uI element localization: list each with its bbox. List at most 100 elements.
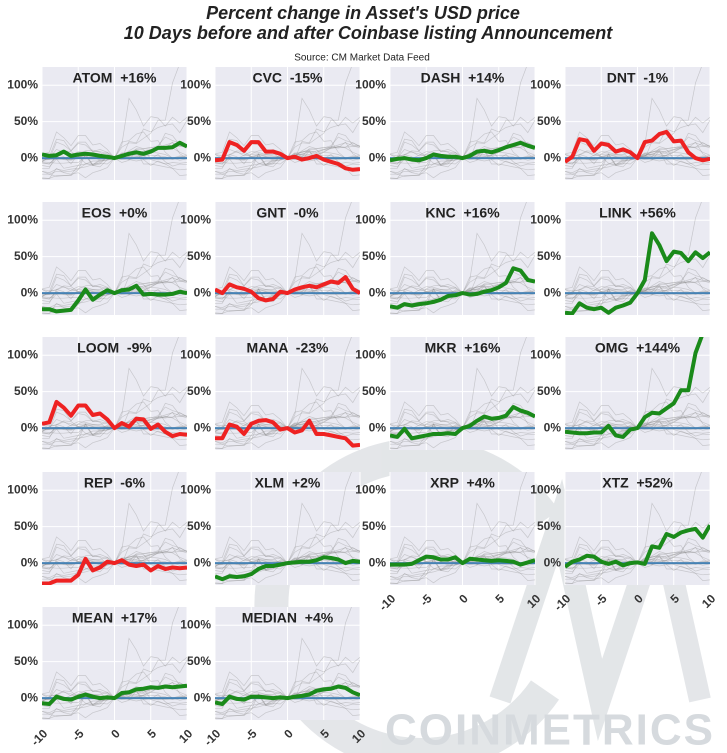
y-tick-label: 100% — [7, 347, 38, 361]
panel: 0% 50% 100% LOOM -9% — [7, 337, 188, 450]
y-tick-label: 100% — [180, 77, 211, 91]
y-tick-label: 100% — [7, 77, 38, 91]
panel-title: MKR +16% — [425, 340, 501, 356]
x-tick-label: -5 — [69, 726, 87, 744]
series-line — [215, 555, 360, 582]
x-tick-label: -10 — [376, 591, 398, 613]
y-tick-label: 0% — [194, 555, 212, 569]
panel: 0% 50% 100% GNT -0% — [180, 202, 361, 315]
y-tick-label: 0% — [21, 150, 39, 164]
panel: 0% 50% 100% XLM +2% — [180, 472, 361, 585]
plot-area — [42, 472, 187, 585]
panel-title: MANA -23% — [247, 340, 329, 356]
plot-area — [565, 67, 710, 179]
series-line — [42, 683, 187, 706]
y-tick-label: 50% — [537, 114, 561, 128]
x-tick-label: 0 — [281, 726, 296, 741]
y-tick-label: 0% — [194, 150, 212, 164]
plot-area — [565, 202, 710, 315]
y-tick-label: 0% — [21, 285, 39, 299]
x-tick-label: 0 — [456, 591, 471, 606]
panel-title: GNT -0% — [256, 205, 319, 221]
y-tick-label: 0% — [21, 690, 39, 704]
y-tick-label: 0% — [369, 285, 387, 299]
y-tick-label: 0% — [544, 285, 562, 299]
y-tick-label: 0% — [194, 285, 212, 299]
panel-title: LINK +56% — [599, 205, 676, 221]
y-tick-label: 100% — [7, 617, 38, 631]
y-tick-label: 0% — [544, 420, 562, 434]
panel-title: ATOM +16% — [73, 70, 157, 86]
series-line — [42, 283, 187, 314]
x-tick-label: -5 — [417, 591, 435, 609]
panel-title: XRP +4% — [430, 475, 495, 491]
plot-area — [42, 67, 187, 179]
panel-title: LOOM -9% — [77, 340, 152, 356]
y-tick-label: 100% — [355, 347, 386, 361]
y-tick-label: 50% — [362, 384, 386, 398]
panel-title: EOS +0% — [82, 205, 148, 221]
series-line — [215, 275, 360, 303]
y-tick-label: 50% — [187, 519, 211, 533]
series-line — [390, 266, 535, 310]
series-line — [42, 399, 187, 439]
y-tick-label: 50% — [14, 114, 38, 128]
y-tick-label: 50% — [537, 249, 561, 263]
series-line — [565, 524, 710, 569]
y-tick-label: 100% — [530, 77, 561, 91]
plot-area — [215, 607, 360, 719]
y-tick-label: 100% — [7, 212, 38, 226]
y-tick-label: 0% — [21, 420, 39, 434]
panel: 0% 50% 100% DASH +14% — [355, 67, 536, 180]
plot-area — [42, 337, 187, 449]
plot-area — [565, 472, 710, 584]
panel-title: REP -6% — [84, 475, 146, 491]
series-line — [42, 140, 187, 161]
y-tick-label: 50% — [187, 249, 211, 263]
panel: 0% 50% 100% CVC -15% — [180, 67, 361, 180]
series-line — [565, 231, 710, 315]
panel: 0% 50% 100% DNT -1% — [530, 67, 711, 180]
series-line — [390, 140, 535, 163]
y-tick-label: 100% — [180, 212, 211, 226]
y-tick-label: 50% — [14, 384, 38, 398]
plot-area — [215, 337, 360, 449]
y-tick-label: 100% — [180, 482, 211, 496]
plot-area — [215, 472, 360, 584]
panel-title: DNT -1% — [607, 70, 669, 86]
x-tick-label: 10 — [699, 591, 719, 611]
panel-title: MEDIAN +4% — [242, 610, 334, 626]
panel-title: DASH +14% — [421, 70, 505, 86]
chart-title: Percent change in Asset's USD price — [206, 3, 520, 23]
y-tick-label: 0% — [21, 555, 39, 569]
y-tick-label: 100% — [530, 212, 561, 226]
series-line — [390, 554, 535, 567]
x-tick-label: 0 — [108, 726, 123, 741]
panel: 0% 50% 100% -10 -5 0 5 10 MEAN +17% — [7, 607, 196, 749]
y-tick-label: 0% — [369, 150, 387, 164]
source: Source: CM Market Data Feed — [294, 53, 430, 64]
panel-title: XTZ +52% — [602, 475, 673, 491]
panel-title: KNC +16% — [425, 205, 500, 221]
panel-title: XLM +2% — [255, 475, 321, 491]
panel: 0% 50% 100% REP -6% — [7, 472, 188, 585]
y-tick-label: 50% — [537, 384, 561, 398]
plot-area — [390, 202, 535, 314]
plot-area — [390, 337, 535, 449]
series-line — [565, 129, 710, 164]
series-line — [215, 684, 360, 706]
y-tick-label: 100% — [530, 482, 561, 496]
panel: 0% 50% 100% EOS +0% — [7, 202, 188, 315]
plot-area — [42, 607, 187, 719]
plot-area — [390, 472, 535, 584]
y-tick-label: 100% — [530, 347, 561, 361]
x-tick-label: 10 — [176, 726, 196, 746]
panel: 0% 50% 100% MKR +16% — [355, 337, 536, 450]
series-line — [565, 337, 704, 439]
y-tick-label: 50% — [187, 384, 211, 398]
x-tick-label: -5 — [242, 726, 260, 744]
x-tick-label: 5 — [144, 726, 159, 741]
